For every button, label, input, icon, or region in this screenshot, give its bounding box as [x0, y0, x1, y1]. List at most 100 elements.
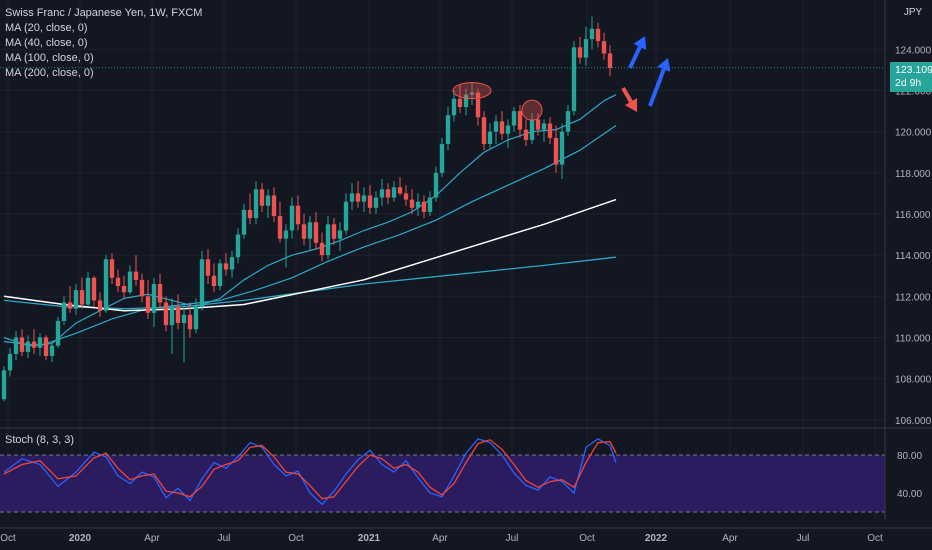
candle-body	[583, 39, 589, 58]
candle	[211, 263, 217, 293]
stochastic-pane	[0, 438, 885, 513]
currency-badge[interactable]: JPY	[903, 7, 923, 18]
candle-body	[181, 314, 187, 324]
candle-body	[343, 201, 349, 231]
candlestick-series	[1, 16, 613, 402]
last-price-tag: 123.109 2d 9h	[890, 62, 932, 92]
arrow-head	[624, 98, 637, 112]
candle-body	[145, 296, 151, 313]
candle-body	[475, 92, 481, 118]
candle	[151, 277, 157, 328]
candle-body	[259, 189, 265, 206]
candle-body	[133, 271, 139, 280]
candle	[427, 191, 433, 217]
stoch-legend[interactable]: Stoch (8, 3, 3)	[5, 434, 75, 446]
candle-body	[37, 337, 43, 348]
candle	[49, 341, 55, 363]
candle-body	[229, 257, 235, 270]
candle	[157, 273, 163, 309]
candle	[571, 41, 577, 116]
x-tick-label: Apr	[432, 533, 448, 544]
candle	[7, 347, 13, 377]
candle-body	[13, 337, 19, 354]
candle	[109, 253, 115, 284]
candle-body	[535, 119, 541, 130]
candle-body	[529, 119, 535, 140]
last-price-value: 123.109	[895, 64, 932, 76]
candle-body	[499, 121, 505, 134]
candle	[409, 189, 415, 214]
candle-body	[121, 286, 127, 293]
candle-body	[355, 193, 361, 202]
candle	[199, 251, 205, 311]
candle-body	[67, 302, 73, 309]
candle	[535, 113, 541, 136]
candle	[127, 265, 133, 295]
candle	[577, 37, 583, 64]
candle	[331, 218, 337, 245]
candle-body	[559, 131, 565, 165]
candle-body	[265, 195, 271, 206]
candle	[265, 189, 271, 219]
candle-body	[61, 302, 67, 321]
candle-body	[1, 370, 7, 400]
candle	[541, 119, 547, 142]
candle	[337, 222, 343, 252]
legend-ma40[interactable]: MA (40, close, 0)	[5, 37, 88, 49]
legend-ma200[interactable]: MA (200, close, 0)	[5, 67, 94, 79]
candle	[469, 82, 475, 105]
candle	[373, 191, 379, 214]
candle	[343, 193, 349, 235]
candle	[313, 211, 319, 249]
candle-body	[211, 275, 217, 287]
candle	[67, 286, 73, 313]
x-tick-label: 2022	[645, 533, 668, 544]
candle	[403, 185, 409, 206]
candle	[553, 125, 559, 173]
symbol-title[interactable]: Swiss Franc / Japanese Yen, 1W, FXCM	[5, 7, 203, 19]
candle-body	[199, 259, 205, 307]
legend-ma100[interactable]: MA (100, close, 0)	[5, 52, 94, 64]
candle-body	[481, 117, 487, 145]
candle	[607, 45, 613, 77]
candle-body	[601, 41, 607, 54]
candle	[271, 187, 277, 223]
arrow-down	[621, 86, 637, 112]
x-tick-label: Oct	[867, 533, 883, 544]
candle	[319, 232, 325, 262]
arrow-shaft	[648, 68, 666, 107]
candle-body	[439, 144, 445, 173]
candle	[43, 335, 49, 361]
candle-body	[271, 195, 277, 217]
candle-body	[607, 53, 613, 68]
y-tick-label: 112.000	[895, 292, 931, 303]
candle	[385, 183, 391, 204]
candle	[259, 183, 265, 212]
legend-ma20[interactable]: MA (20, close, 0)	[5, 22, 88, 34]
candle-body	[421, 201, 427, 212]
candle	[61, 296, 67, 326]
candle-body	[511, 111, 517, 126]
candle	[391, 181, 397, 202]
candle-body	[277, 216, 283, 239]
candle	[277, 201, 283, 243]
candle-body	[31, 341, 37, 348]
candle-body	[319, 242, 325, 256]
y-tick-label: 118.000	[895, 169, 931, 180]
candle-body	[487, 131, 493, 145]
candle-body	[253, 189, 259, 219]
candle	[31, 329, 37, 354]
x-tick-label: 2020	[69, 533, 92, 544]
arrow-up-2	[648, 58, 671, 107]
candle	[121, 275, 127, 299]
candle	[241, 203, 247, 239]
candle	[55, 316, 61, 348]
candle	[19, 329, 25, 356]
candle-body	[187, 314, 193, 330]
candle-body	[445, 115, 451, 145]
candle	[139, 273, 145, 303]
candle	[205, 248, 211, 284]
candle	[133, 255, 139, 287]
candle-body	[391, 187, 397, 198]
